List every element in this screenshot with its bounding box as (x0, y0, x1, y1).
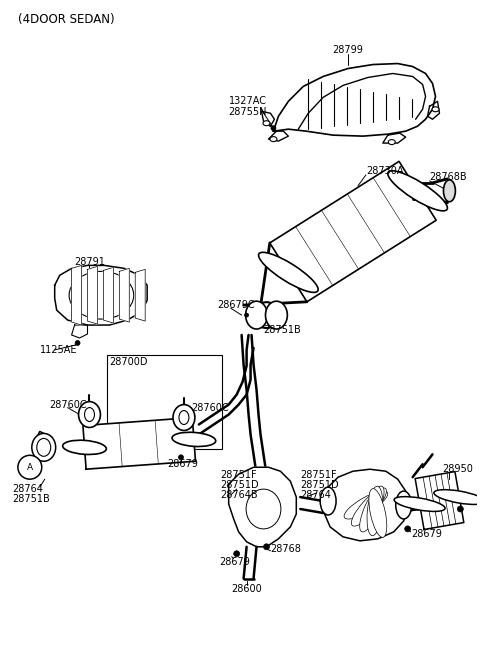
Ellipse shape (173, 405, 195, 430)
Text: 1327AC: 1327AC (228, 96, 267, 106)
Ellipse shape (246, 489, 281, 529)
Ellipse shape (259, 252, 318, 292)
Ellipse shape (69, 272, 134, 319)
Ellipse shape (79, 401, 100, 427)
Text: 28764: 28764 (300, 490, 331, 500)
Ellipse shape (84, 407, 95, 421)
Text: 28950: 28950 (443, 464, 473, 474)
Polygon shape (103, 268, 113, 323)
Text: 28679: 28679 (219, 557, 250, 567)
Ellipse shape (265, 301, 288, 329)
Text: 28768: 28768 (270, 544, 301, 554)
Polygon shape (36, 432, 52, 458)
Text: 28751D: 28751D (221, 480, 259, 490)
Ellipse shape (388, 140, 395, 145)
Text: 28799: 28799 (333, 45, 363, 55)
Ellipse shape (172, 432, 216, 446)
Circle shape (179, 455, 183, 460)
Polygon shape (120, 268, 129, 322)
Ellipse shape (253, 302, 279, 328)
Text: 28679: 28679 (412, 529, 443, 539)
Polygon shape (262, 111, 275, 126)
Circle shape (245, 313, 249, 317)
Ellipse shape (369, 488, 387, 537)
Ellipse shape (246, 301, 267, 329)
Text: 28730A: 28730A (366, 166, 403, 176)
Ellipse shape (432, 107, 439, 112)
Text: 28768B: 28768B (430, 172, 467, 182)
Text: 28751F: 28751F (300, 470, 337, 480)
Text: 1125AE: 1125AE (40, 345, 77, 355)
Polygon shape (72, 325, 87, 338)
Circle shape (271, 126, 276, 130)
Ellipse shape (270, 136, 277, 142)
Polygon shape (324, 469, 408, 541)
Polygon shape (415, 472, 464, 529)
Text: 28700D: 28700D (109, 357, 148, 367)
Ellipse shape (396, 491, 412, 519)
Ellipse shape (360, 486, 384, 532)
Text: 28764B: 28764B (221, 490, 258, 500)
Ellipse shape (37, 438, 51, 456)
Polygon shape (270, 161, 436, 302)
Circle shape (264, 544, 269, 550)
Polygon shape (87, 266, 97, 324)
Ellipse shape (63, 440, 107, 454)
Polygon shape (55, 266, 147, 325)
Ellipse shape (434, 490, 480, 504)
Text: 28791: 28791 (74, 258, 105, 268)
Text: 28760C: 28760C (191, 403, 228, 413)
Text: 28751F: 28751F (221, 470, 257, 480)
Text: 28679: 28679 (167, 459, 198, 469)
Text: 28755N: 28755N (228, 107, 267, 117)
Circle shape (75, 341, 80, 345)
Ellipse shape (367, 486, 383, 536)
Ellipse shape (263, 120, 270, 126)
Polygon shape (228, 467, 296, 547)
Text: 28764: 28764 (12, 484, 43, 494)
Circle shape (405, 526, 411, 532)
Ellipse shape (444, 180, 456, 202)
Polygon shape (83, 417, 195, 469)
Polygon shape (268, 131, 288, 141)
Ellipse shape (351, 488, 386, 526)
Text: 28679C: 28679C (217, 300, 254, 310)
Ellipse shape (179, 411, 189, 425)
Ellipse shape (32, 434, 56, 462)
Text: 28760C: 28760C (50, 399, 87, 409)
Text: (4DOOR SEDAN): (4DOOR SEDAN) (18, 13, 115, 26)
Text: 28600: 28600 (231, 583, 262, 593)
Text: A: A (27, 463, 33, 472)
Polygon shape (428, 101, 440, 119)
Bar (108, 355, 222, 450)
Ellipse shape (394, 496, 445, 511)
Circle shape (457, 506, 463, 512)
Polygon shape (383, 133, 406, 143)
Text: 28751B: 28751B (12, 494, 50, 504)
Circle shape (18, 456, 42, 479)
Ellipse shape (388, 171, 447, 211)
Text: 28751D: 28751D (300, 480, 339, 490)
Ellipse shape (344, 491, 388, 519)
Circle shape (234, 551, 240, 557)
Ellipse shape (320, 487, 336, 515)
Text: 28751B: 28751B (264, 325, 301, 335)
Polygon shape (72, 266, 82, 325)
Polygon shape (274, 64, 435, 136)
Polygon shape (135, 270, 145, 321)
